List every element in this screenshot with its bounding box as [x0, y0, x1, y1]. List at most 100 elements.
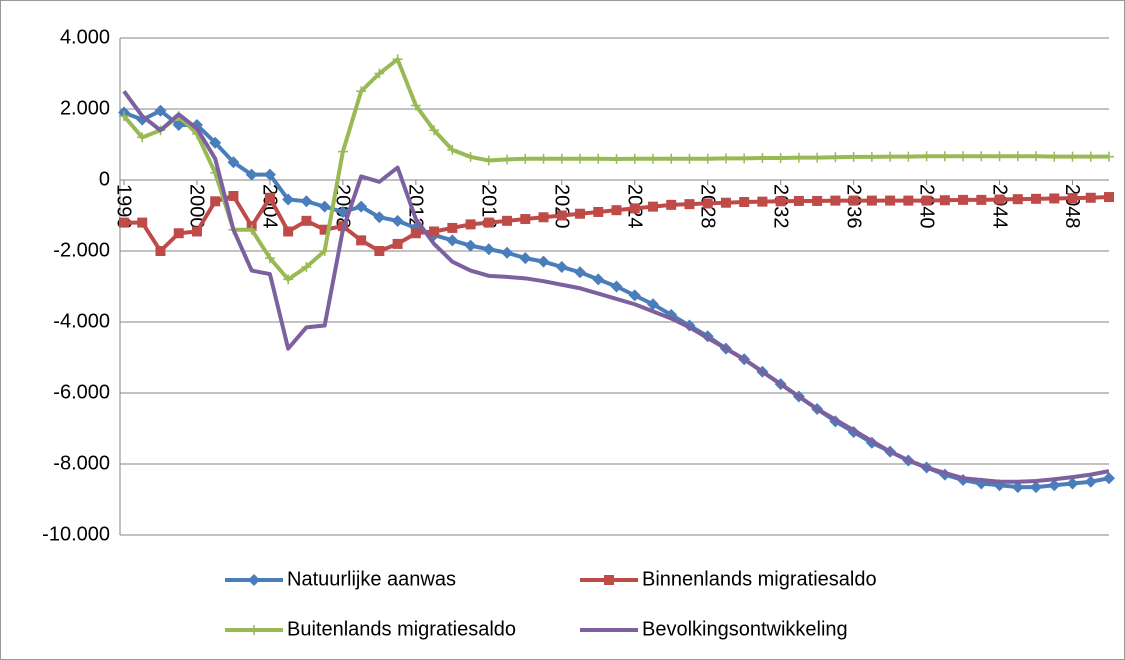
data-point	[994, 194, 1005, 205]
legend-label: Bevolkingsontwikkeling	[642, 618, 848, 640]
x-tick-label: 2036	[842, 184, 864, 229]
data-point	[593, 153, 604, 164]
data-point	[610, 280, 623, 293]
legend-marker	[248, 574, 260, 586]
data-point	[172, 118, 185, 131]
data-point	[775, 196, 786, 207]
data-point	[628, 289, 641, 302]
y-tick-label: -8.000	[53, 452, 110, 474]
data-point	[283, 274, 294, 285]
y-tick-label: -10.000	[42, 523, 110, 545]
data-point	[519, 252, 532, 265]
y-tick-label: -2.000	[53, 239, 110, 261]
data-point	[227, 156, 240, 169]
data-point	[720, 197, 731, 208]
data-point	[793, 195, 804, 206]
data-point	[958, 194, 969, 205]
data-point	[994, 151, 1005, 162]
data-point	[702, 198, 713, 209]
data-point	[119, 111, 129, 122]
data-point	[556, 210, 567, 221]
data-point	[757, 152, 768, 163]
data-point	[520, 214, 531, 225]
data-point	[793, 152, 804, 163]
data-point	[939, 195, 950, 206]
data-point	[154, 104, 167, 117]
data-point	[483, 155, 494, 166]
data-point	[1104, 192, 1114, 203]
data-point	[1030, 481, 1043, 494]
data-point	[592, 273, 605, 286]
legend-label: Natuurlijke aanwas	[287, 568, 456, 590]
x-tick-label: 2000	[186, 184, 208, 229]
data-point	[538, 153, 549, 164]
data-point	[137, 132, 148, 143]
y-tick-label: 0	[99, 168, 110, 190]
data-point	[1049, 151, 1060, 162]
data-point	[646, 298, 659, 311]
legend-label: Binnenlands migratiesaldo	[642, 568, 877, 590]
data-point	[137, 217, 148, 228]
data-point	[666, 199, 677, 210]
data-point	[502, 215, 513, 226]
data-point	[410, 100, 421, 111]
data-point	[1103, 472, 1115, 485]
legend-marker	[604, 575, 614, 585]
data-point	[1067, 151, 1078, 162]
data-point	[684, 153, 695, 164]
data-point	[373, 211, 386, 224]
data-point	[300, 195, 313, 208]
data-point	[190, 118, 203, 131]
data-point	[629, 203, 640, 214]
data-point	[666, 153, 677, 164]
data-point	[812, 152, 823, 163]
data-point	[1085, 151, 1096, 162]
data-point	[647, 201, 658, 212]
data-point	[775, 152, 786, 163]
data-point	[939, 151, 950, 162]
data-point	[593, 206, 604, 217]
x-tick-label: 2004	[259, 184, 281, 229]
data-point	[410, 228, 421, 239]
data-point	[885, 195, 896, 206]
data-point	[1066, 477, 1079, 490]
data-point	[465, 151, 476, 162]
data-point	[264, 253, 275, 264]
data-point	[812, 195, 823, 206]
data-point	[757, 196, 768, 207]
data-point	[611, 205, 622, 216]
legend-label: Buitenlands migratiesaldo	[287, 618, 516, 640]
data-point	[647, 153, 658, 164]
data-point	[866, 151, 877, 162]
data-point	[464, 239, 477, 252]
data-point	[885, 151, 896, 162]
data-point	[355, 200, 368, 213]
data-point	[173, 228, 184, 239]
data-point	[1012, 151, 1023, 162]
y-tick-label: 4.000	[60, 26, 110, 48]
data-point	[318, 200, 331, 213]
data-point	[374, 68, 385, 79]
x-tick-label: 2040	[915, 184, 937, 229]
data-point	[1049, 193, 1060, 204]
data-point	[575, 208, 586, 219]
data-point	[1048, 479, 1061, 492]
data-point	[482, 243, 495, 256]
data-point	[282, 193, 295, 206]
data-point	[301, 215, 312, 226]
data-point	[119, 217, 129, 228]
data-point	[374, 246, 385, 256]
data-point	[555, 260, 568, 273]
data-point	[283, 226, 294, 237]
x-tick-label: 2020	[550, 184, 572, 229]
data-point	[1067, 193, 1078, 204]
data-point	[720, 153, 731, 164]
data-point	[429, 226, 440, 237]
data-point	[866, 195, 877, 206]
x-tick-label: 2044	[988, 184, 1010, 229]
data-point	[1012, 194, 1023, 205]
data-point	[1011, 481, 1024, 494]
legend-marker	[249, 625, 259, 635]
data-point	[501, 246, 514, 259]
